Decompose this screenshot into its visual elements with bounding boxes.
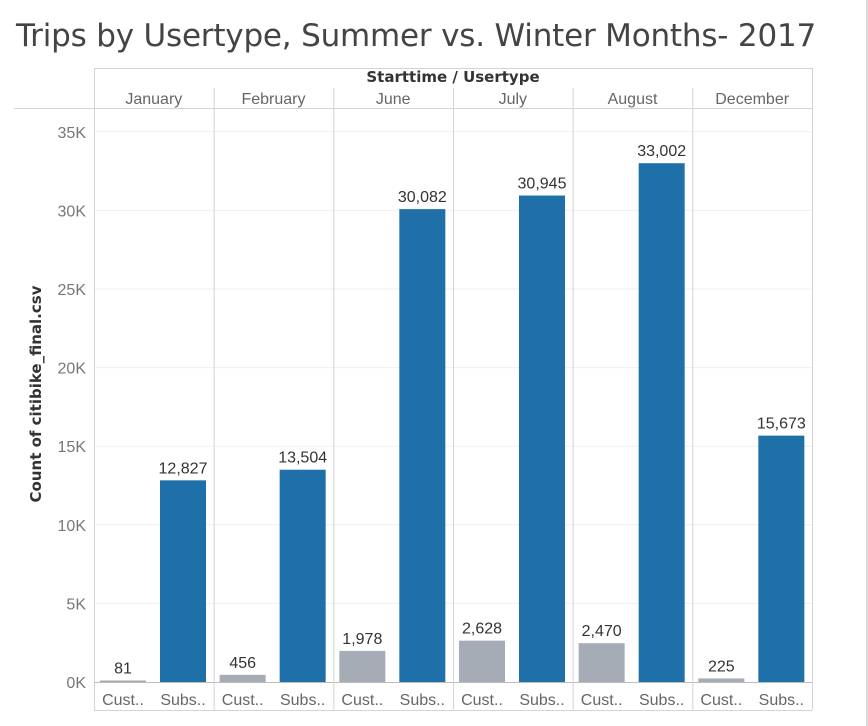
subscriber-bar (519, 195, 565, 682)
subscriber-bar (279, 469, 326, 682)
data-label: 15,673 (757, 416, 806, 433)
data-label: 2,628 (462, 621, 502, 638)
x-tick-label: Cust.. (700, 692, 742, 709)
data-label: 30,945 (518, 176, 567, 193)
x-tick-label: Cust.. (222, 692, 264, 709)
column-header-title: Starttime / Usertype (366, 68, 540, 86)
x-tick-label: Subs.. (639, 692, 684, 709)
customer-bar (100, 680, 146, 682)
subscriber-bar (399, 209, 446, 682)
chart-title: Trips by Usertype, Summer vs. Winter Mon… (16, 18, 817, 54)
month-header: February (241, 91, 305, 108)
y-tick-label: 10K (58, 518, 87, 535)
y-tick-label: 20K (58, 361, 87, 378)
subscriber-bar (758, 435, 805, 682)
month-header: August (608, 91, 658, 108)
data-label: 30,082 (398, 189, 447, 206)
x-tick-label: Subs.. (160, 692, 205, 709)
month-header: June (376, 91, 411, 108)
customer-bar (219, 674, 266, 682)
y-tick-label: 30K (58, 203, 87, 220)
x-tick-label: Subs.. (759, 692, 804, 709)
x-tick-label: Cust.. (581, 692, 623, 709)
y-tick-label: 15K (58, 439, 87, 456)
subscriber-bar (160, 480, 206, 682)
x-tick-label: Cust.. (102, 692, 144, 709)
data-label: 13,504 (278, 450, 327, 467)
y-tick-label: 35K (58, 125, 87, 142)
month-header: July (499, 91, 527, 108)
subscriber-bar (638, 163, 685, 682)
customer-bar (459, 640, 505, 682)
data-label: 225 (708, 658, 735, 675)
month-header: January (125, 91, 182, 108)
customer-bar (339, 650, 386, 682)
x-tick-label: Subs.. (280, 692, 325, 709)
data-label: 1,978 (342, 631, 382, 648)
data-label: 2,470 (582, 623, 622, 640)
data-label: 81 (114, 661, 132, 678)
data-label: 33,002 (637, 143, 686, 160)
y-tick-label: 25K (58, 282, 87, 299)
pane-border (866, 0, 868, 726)
x-tick-label: Subs.. (400, 692, 445, 709)
y-tick-label: 5K (66, 596, 86, 613)
x-tick-label: Subs.. (519, 692, 564, 709)
x-tick-label: Cust.. (461, 692, 503, 709)
customer-bar (578, 643, 625, 682)
month-header: December (715, 91, 789, 108)
x-tick-label: Cust.. (341, 692, 383, 709)
customer-bar (698, 678, 745, 682)
y-tick-label: 0K (66, 675, 86, 692)
data-label: 456 (229, 655, 256, 672)
data-label: 12,827 (159, 460, 208, 477)
